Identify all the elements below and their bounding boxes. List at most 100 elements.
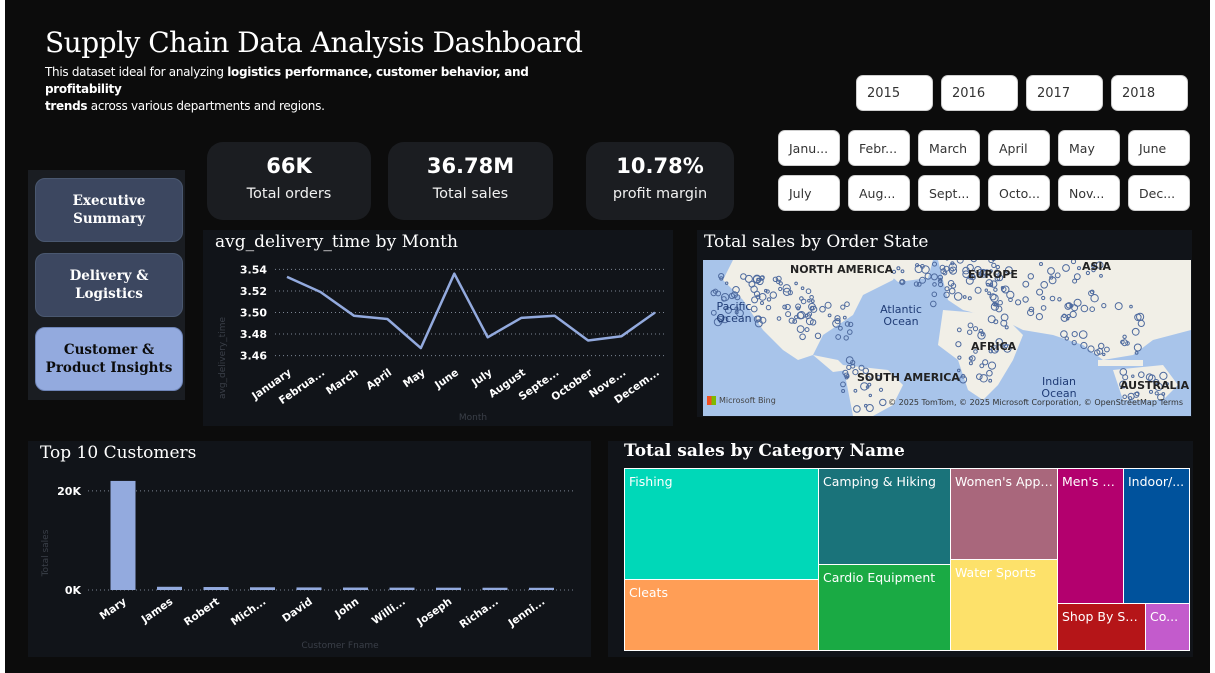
treemap-cell-fishing[interactable]: Fishing	[624, 468, 819, 580]
map-bubble[interactable]	[1035, 313, 1043, 321]
map-bubble[interactable]	[732, 286, 740, 294]
map-bubble[interactable]	[957, 355, 962, 360]
map-bubble[interactable]	[1022, 280, 1030, 288]
map-bubble[interactable]	[846, 364, 852, 371]
map-bubble[interactable]	[843, 335, 849, 341]
map-bubble[interactable]	[1134, 313, 1142, 321]
map-bubble[interactable]	[1091, 267, 1096, 273]
map-bubble[interactable]	[1153, 379, 1160, 386]
map-bubble[interactable]	[814, 332, 822, 340]
map-bubble[interactable]	[718, 273, 725, 280]
month-may-button[interactable]: May	[1058, 130, 1120, 166]
map-bubble[interactable]	[824, 301, 832, 309]
map-bubble[interactable]	[852, 369, 859, 376]
map-bubble[interactable]	[1008, 297, 1013, 303]
bar-9[interactable]	[529, 587, 554, 590]
map-bubble[interactable]	[840, 304, 846, 310]
map-bubble[interactable]	[807, 298, 811, 303]
map-bubble[interactable]	[967, 329, 973, 335]
map-bubble[interactable]	[944, 286, 950, 292]
map-bubble[interactable]	[1049, 275, 1054, 280]
month-january-button[interactable]: Janu...	[778, 130, 840, 166]
map-bubble[interactable]	[1040, 281, 1049, 289]
map-bubble[interactable]	[758, 293, 767, 301]
map-bubble[interactable]	[1062, 264, 1070, 272]
map-bubble[interactable]	[985, 279, 994, 287]
map-bubble[interactable]	[782, 304, 788, 310]
map-bubble[interactable]	[876, 374, 881, 380]
map-bubble[interactable]	[948, 262, 958, 272]
map-bubble[interactable]	[858, 364, 865, 371]
map-bubble[interactable]	[1114, 302, 1123, 311]
map-bubble[interactable]	[1039, 262, 1043, 266]
map-bubble[interactable]	[1070, 260, 1077, 265]
map-bubble[interactable]	[991, 260, 996, 261]
map-bubble[interactable]	[853, 405, 861, 413]
map-bubble[interactable]	[840, 381, 846, 388]
map-bubble[interactable]	[1133, 391, 1140, 398]
map-bubble[interactable]	[1080, 341, 1088, 350]
map-bubble[interactable]	[953, 292, 963, 301]
year-2015-button[interactable]: 2015	[856, 75, 933, 111]
map-bubble[interactable]	[796, 325, 805, 333]
map-bubble[interactable]	[979, 269, 988, 278]
bar-1[interactable]	[157, 586, 182, 590]
map-bubble[interactable]	[719, 276, 724, 281]
map-bubble[interactable]	[1159, 371, 1168, 381]
map-bubble[interactable]	[930, 300, 937, 308]
treemap-cell-womens-apparel[interactable]: Women's Appa...	[950, 468, 1058, 560]
map-bubble[interactable]	[736, 309, 744, 318]
map-bubble[interactable]	[987, 291, 992, 296]
map-bubble[interactable]	[782, 284, 791, 293]
map-bubble[interactable]	[724, 306, 732, 314]
map-bubble[interactable]	[1069, 310, 1077, 319]
treemap-cell-water-sports[interactable]: Water Sports	[950, 559, 1058, 651]
map-bubble[interactable]	[1000, 286, 1007, 293]
map-bubble[interactable]	[1071, 331, 1078, 338]
map-bubble[interactable]	[956, 327, 962, 333]
map-bubble[interactable]	[957, 368, 961, 373]
map-bubble[interactable]	[1131, 374, 1135, 378]
map-bubble[interactable]	[968, 361, 973, 366]
map-bubble[interactable]	[1060, 330, 1068, 338]
map-bubble[interactable]	[810, 305, 818, 313]
map-bubble[interactable]	[842, 315, 847, 320]
map-bubble[interactable]	[775, 275, 782, 282]
map-bubble[interactable]	[1054, 272, 1061, 279]
map-bubble[interactable]	[845, 374, 850, 379]
map-bubble[interactable]	[995, 264, 1000, 270]
map-bubble[interactable]	[1066, 314, 1071, 319]
map-bubble[interactable]	[987, 361, 997, 370]
map-bubble[interactable]	[968, 356, 973, 361]
map-bubble[interactable]	[1027, 308, 1035, 317]
month-july-button[interactable]: July	[778, 175, 840, 211]
map-bubble[interactable]	[990, 345, 999, 354]
map-bubble[interactable]	[948, 287, 956, 295]
map-bubble[interactable]	[782, 287, 792, 296]
map-bubble[interactable]	[921, 265, 930, 274]
map-bubble[interactable]	[970, 260, 977, 263]
map-bubble[interactable]	[721, 316, 729, 324]
map-bubble[interactable]	[1095, 261, 1104, 269]
map-bubble[interactable]	[959, 375, 968, 384]
map-bubble[interactable]	[972, 326, 979, 332]
month-november-button[interactable]: Nov...	[1058, 175, 1120, 211]
map-bubble[interactable]	[796, 306, 801, 311]
map-bubble[interactable]	[1080, 304, 1089, 313]
map-bubble[interactable]	[938, 277, 943, 282]
map-bubble[interactable]	[982, 359, 989, 366]
month-december-button[interactable]: Dec...	[1128, 175, 1190, 211]
map-bubble[interactable]	[753, 290, 761, 298]
map-bubble[interactable]	[1122, 334, 1127, 340]
map-bubble[interactable]	[799, 333, 806, 341]
map-bubble[interactable]	[776, 316, 782, 321]
map-bubble[interactable]	[788, 317, 795, 324]
map-bubble[interactable]	[1000, 286, 1005, 290]
map-bubble[interactable]	[1129, 304, 1133, 309]
map-bubble[interactable]	[1089, 289, 1095, 295]
map-bubble[interactable]	[844, 321, 851, 327]
map-attribution[interactable]: © 2025 TomTom, © 2025 Microsoft Corporat…	[888, 398, 1183, 407]
bar-0[interactable]	[110, 480, 136, 590]
map-bubble[interactable]	[868, 393, 873, 398]
map-bubble[interactable]	[973, 349, 978, 354]
